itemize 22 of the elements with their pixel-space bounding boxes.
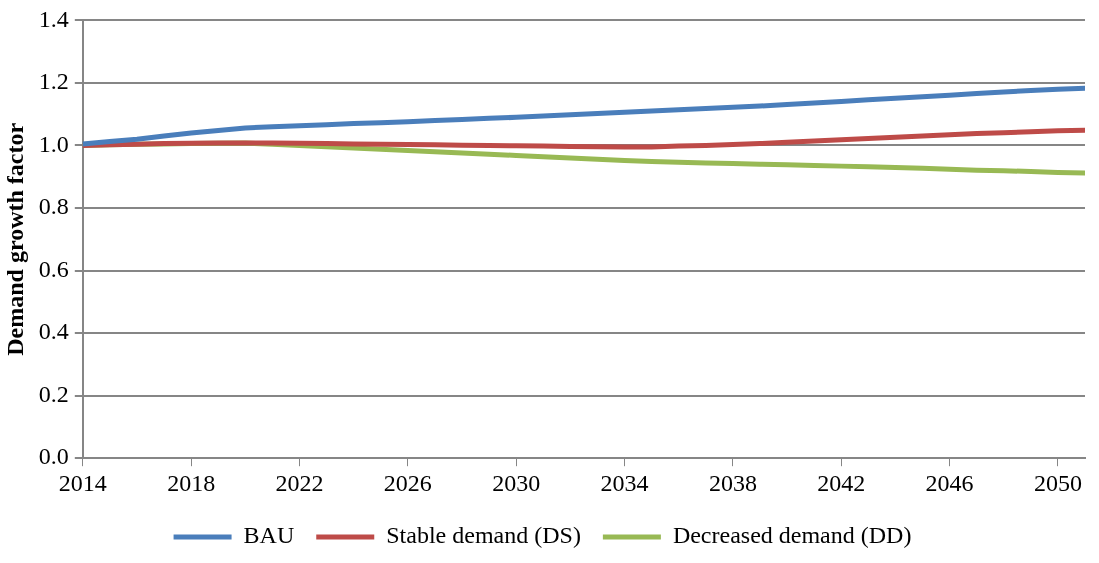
y-tick-label: 0.6: [38, 255, 69, 282]
y-tick-label: 1.4: [38, 5, 69, 32]
x-tick-label: 2026: [383, 469, 432, 496]
x-tick-label: 2030: [492, 469, 541, 496]
legend-label: BAU: [243, 522, 295, 549]
x-tick-label: 2034: [600, 469, 649, 496]
x-tick-label: 2050: [1033, 469, 1082, 496]
legend-label: Stable demand (DS): [386, 522, 581, 549]
legend-label: Decreased demand (DD): [672, 522, 912, 549]
x-tick-label: 2042: [817, 469, 866, 496]
x-tick-label: 2018: [167, 469, 216, 496]
y-tick-label: 0.2: [38, 380, 69, 407]
x-tick-label: 2022: [275, 469, 324, 496]
y-axis-title: Demand growth factor: [1, 122, 28, 356]
x-tick-label: 2014: [58, 469, 107, 496]
y-tick-label: 0.8: [38, 193, 69, 220]
y-tick-label: 0.4: [38, 318, 69, 345]
x-tick-label: 2038: [708, 469, 757, 496]
y-tick-label: 1.2: [38, 68, 69, 95]
y-tick-label: 1.0: [38, 130, 69, 157]
y-tick-label: 0.0: [38, 443, 69, 470]
x-tick-label: 2046: [925, 469, 974, 496]
